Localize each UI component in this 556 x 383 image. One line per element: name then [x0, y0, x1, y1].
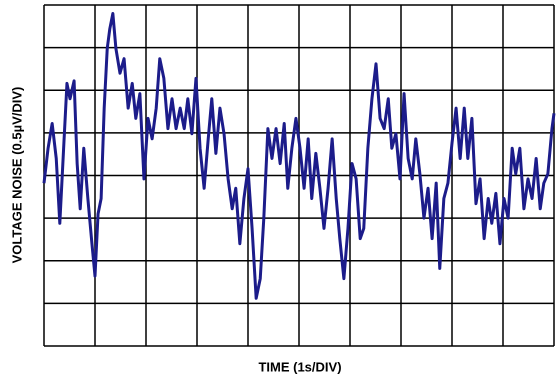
x-axis-label: TIME (1s/DIV)	[258, 359, 341, 374]
y-axis-label: VOLTAGE NOISE (0.5µV/DIV)	[9, 87, 24, 264]
noise-trace	[42, 12, 556, 300]
